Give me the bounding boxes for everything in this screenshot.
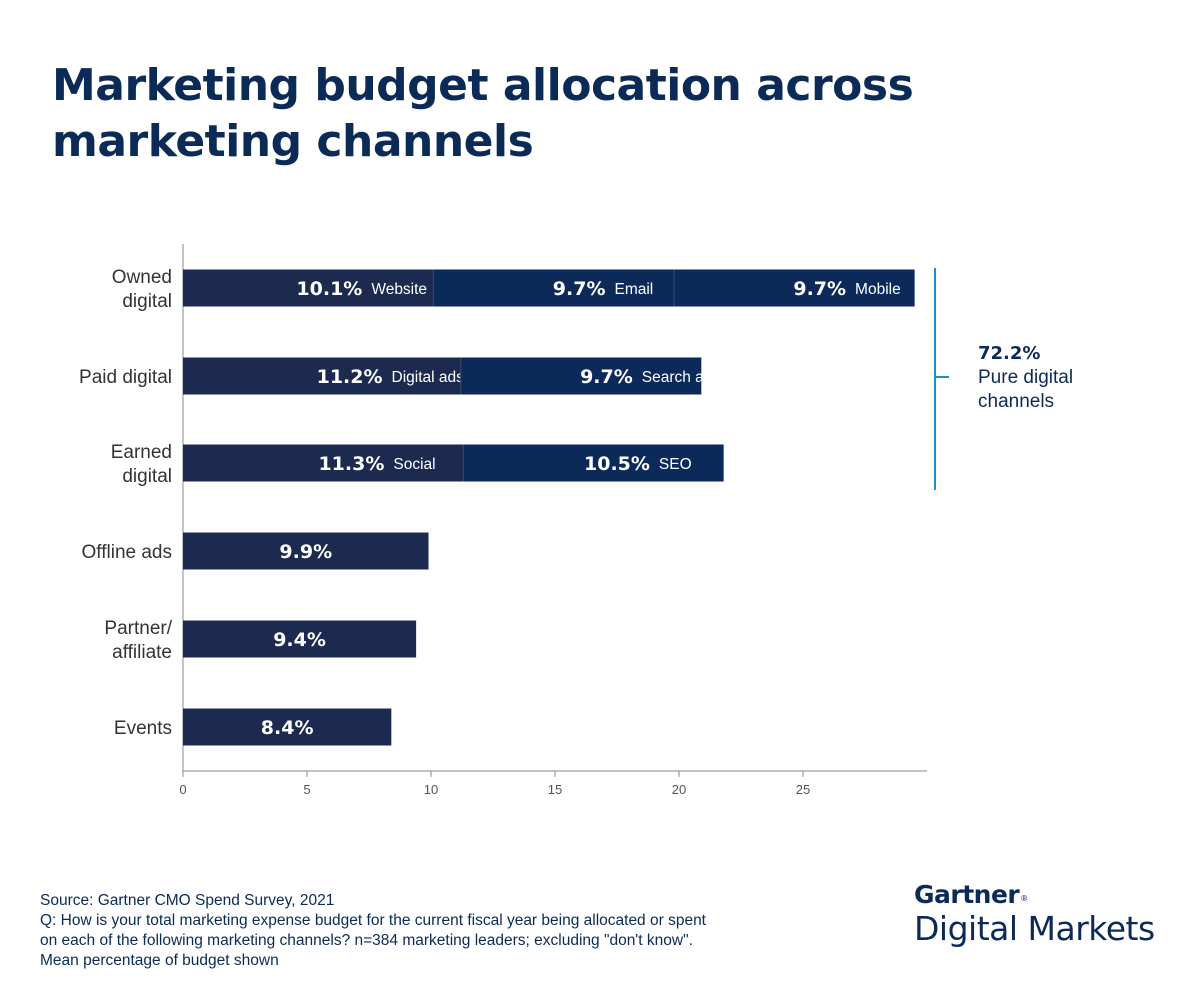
x-tick-label: 0 xyxy=(179,782,186,797)
bar-segment xyxy=(674,269,915,307)
category-label: Offline ads xyxy=(82,542,172,563)
data-label: 10.1% xyxy=(296,278,362,300)
category-label: affiliate xyxy=(112,642,172,663)
x-tick-label: 15 xyxy=(548,782,562,797)
chart-title: Marketing budget allocation across marke… xyxy=(52,58,1052,170)
segment-name: Search ads xyxy=(642,369,721,386)
gartner-logo: Gartner® Digital Markets xyxy=(914,880,1155,948)
segment-name: Digital ads xyxy=(392,369,465,386)
segment-name: SEO xyxy=(659,456,692,473)
annotation-label: channels xyxy=(978,391,1054,412)
chart-title-line-2: marketing channels xyxy=(52,116,534,167)
chart-footnote: Source: Gartner CMO Spend Survey, 2021 Q… xyxy=(40,891,820,971)
bar-segment xyxy=(183,444,464,482)
category-label: Events xyxy=(114,718,172,739)
bar-segment xyxy=(463,444,724,482)
data-label: 11.3% xyxy=(318,453,384,475)
segment-name: Mobile xyxy=(855,281,901,298)
x-tick-label: 20 xyxy=(672,782,686,797)
chart-title-line-1: Marketing budget allocation across xyxy=(52,60,914,111)
logo-brand: Gartner® xyxy=(914,880,1028,909)
data-label: 9.7% xyxy=(793,278,846,300)
bar-segment xyxy=(183,708,392,746)
logo-subtitle: Digital Markets xyxy=(914,909,1155,948)
annotation-label: Pure digital xyxy=(978,367,1073,388)
bar-segment xyxy=(183,620,417,658)
annotation-value: 72.2% xyxy=(978,343,1040,364)
footnote-question-line-1: Q: How is your total marketing expense b… xyxy=(40,912,706,929)
category-label: Partner/ xyxy=(104,618,172,639)
data-label: 9.7% xyxy=(580,366,633,388)
bar-segment xyxy=(433,269,675,307)
segment-name: Website xyxy=(371,281,427,298)
category-label: Owned xyxy=(112,267,172,288)
segment-name: Social xyxy=(393,456,435,473)
category-label: Paid digital xyxy=(79,367,172,388)
x-tick-label: 25 xyxy=(796,782,810,797)
data-label: 10.5% xyxy=(584,453,650,475)
bar-segment xyxy=(460,357,702,395)
data-label: 11.2% xyxy=(317,366,383,388)
category-label: Earned xyxy=(111,442,172,463)
footnote-note: Mean percentage of budget shown xyxy=(40,952,279,969)
footnote-question-line-2: on each of the following marketing chann… xyxy=(40,932,693,949)
data-label: 8.4% xyxy=(261,717,314,739)
category-label: digital xyxy=(122,291,172,312)
x-tick-label: 5 xyxy=(303,782,310,797)
data-label: 9.4% xyxy=(273,629,326,651)
data-label: 9.9% xyxy=(279,541,332,563)
bar-segment xyxy=(183,532,429,570)
segment-name: Email xyxy=(614,281,653,298)
footnote-source: Source: Gartner CMO Spend Survey, 2021 xyxy=(40,892,335,909)
bar-segment xyxy=(183,357,461,395)
x-tick-label: 10 xyxy=(424,782,438,797)
bar-segment xyxy=(183,269,434,307)
data-label: 9.7% xyxy=(553,278,606,300)
category-label: digital xyxy=(122,466,172,487)
